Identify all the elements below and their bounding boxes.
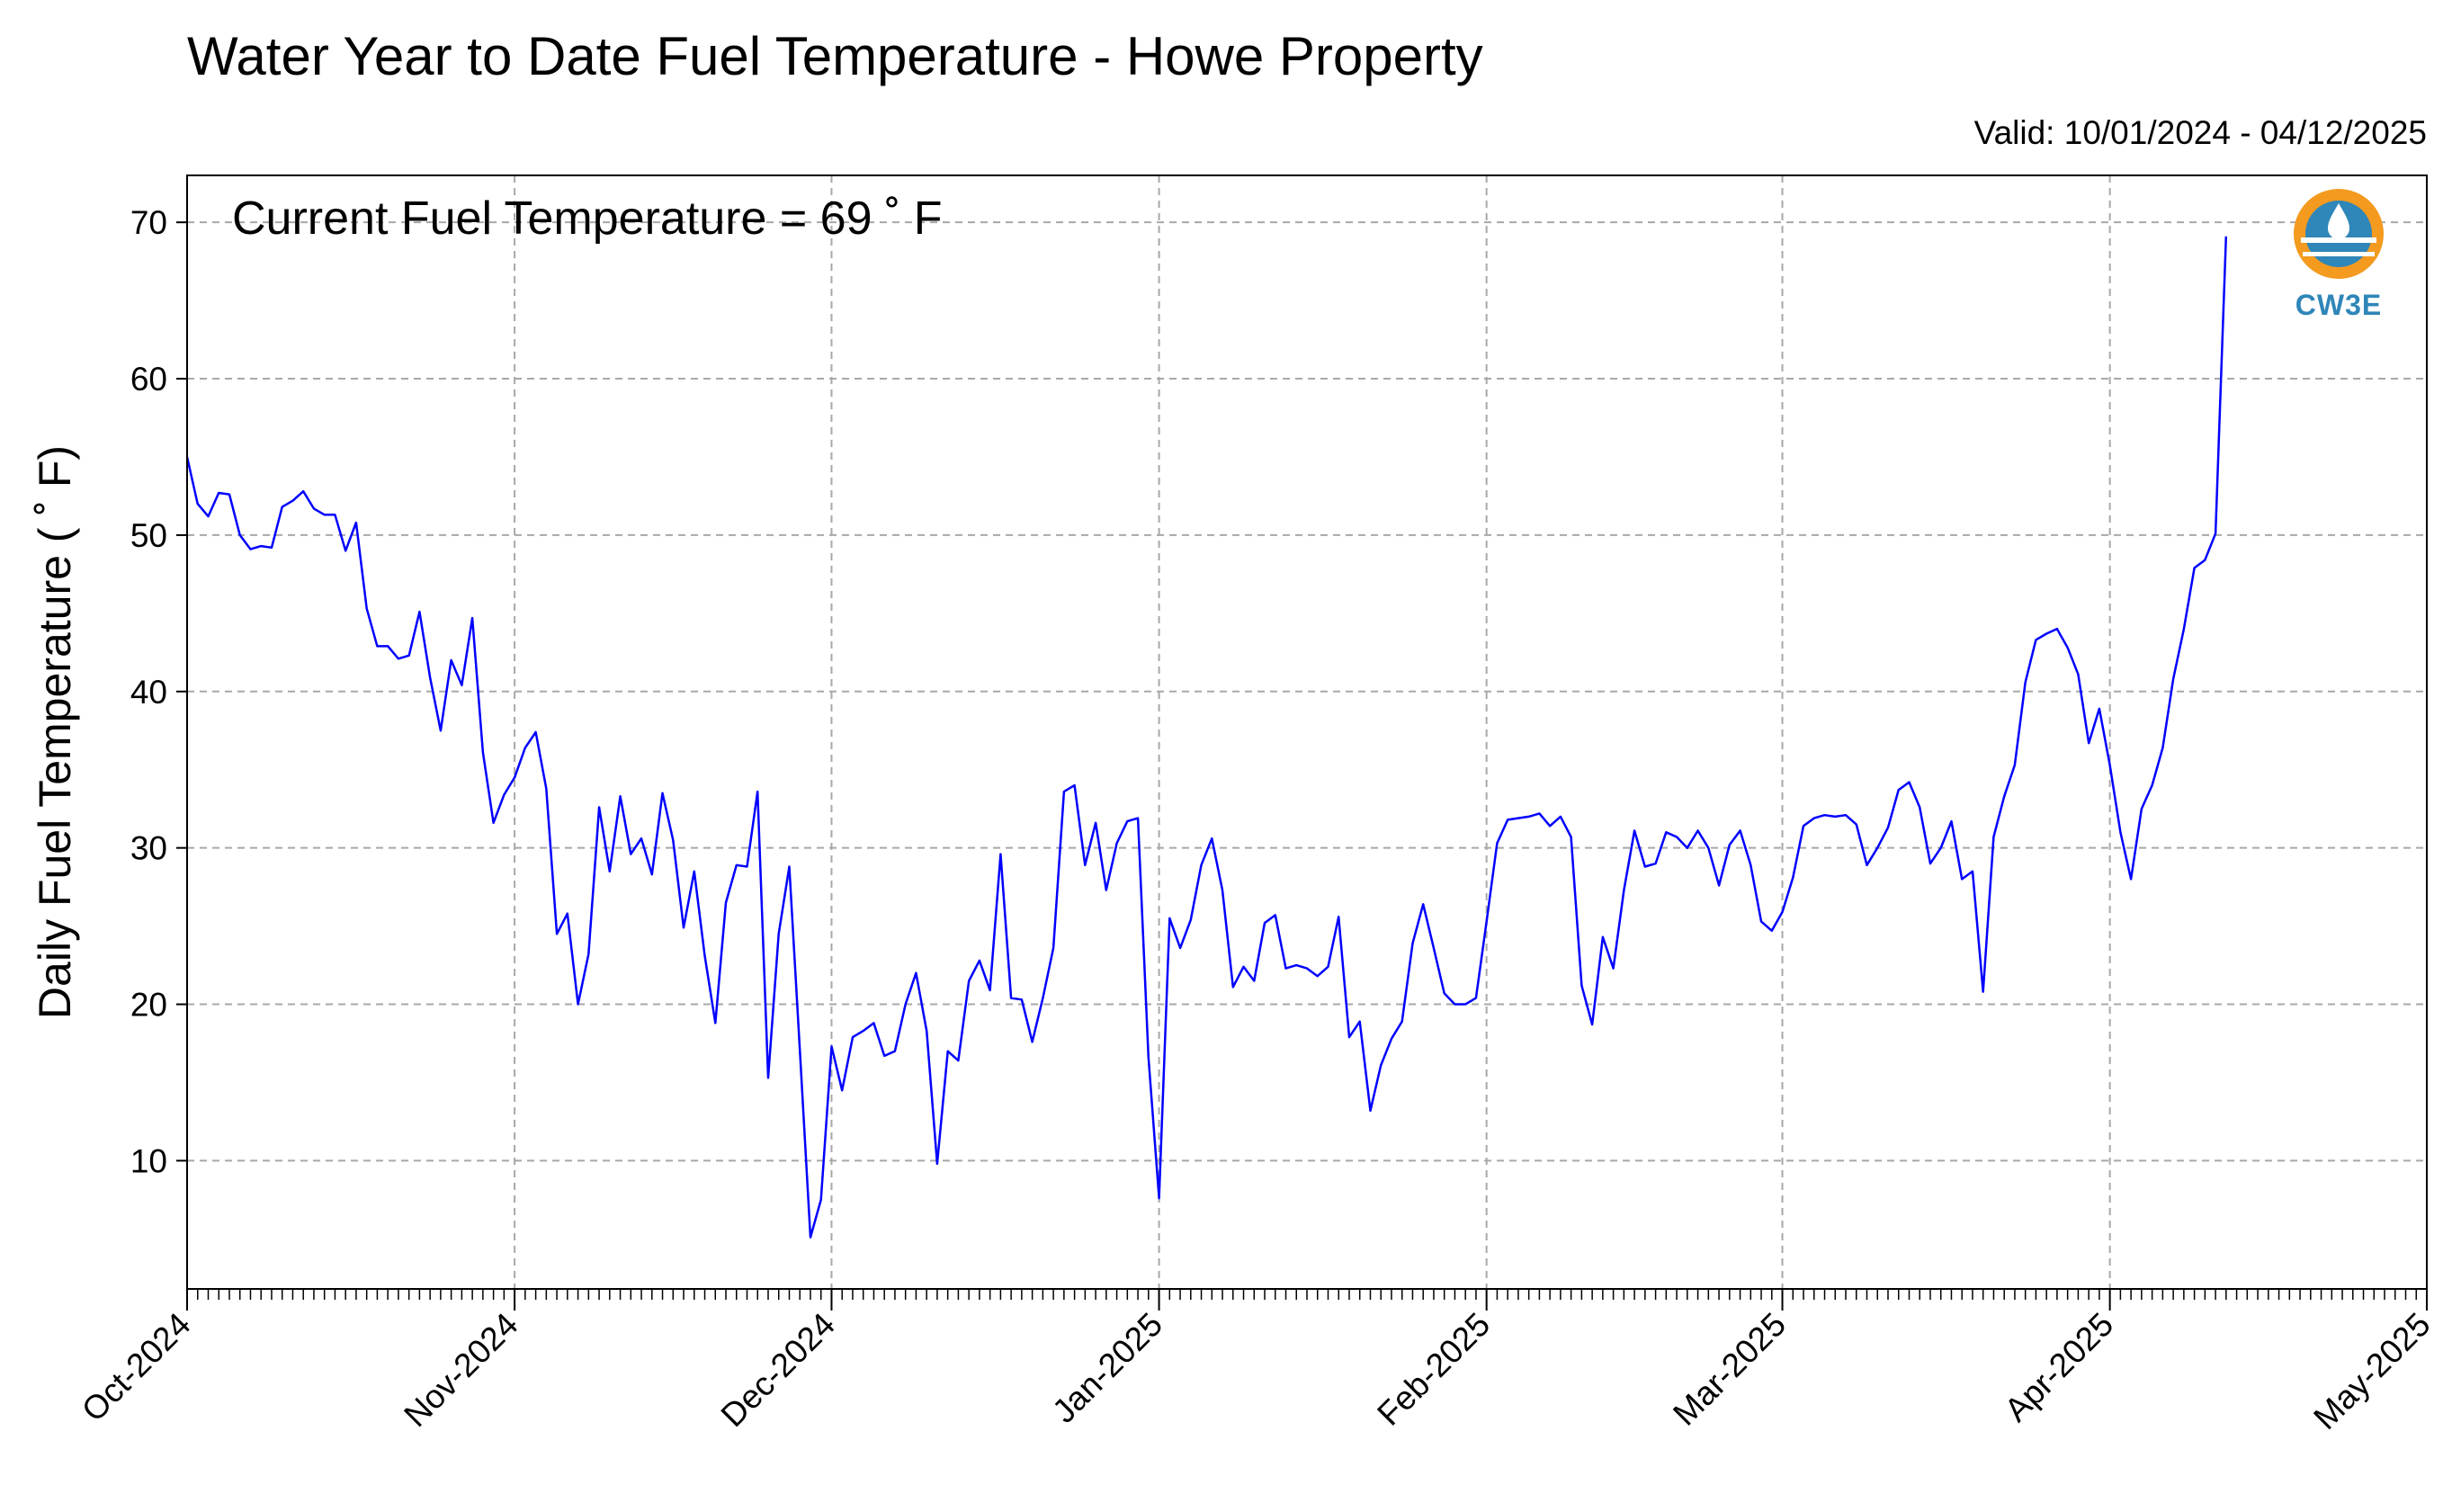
grid-lines	[187, 175, 2427, 1289]
x-tick-label: Mar-2025	[1666, 1306, 1793, 1433]
logo-wave-band-1	[2301, 237, 2376, 243]
series-layer	[185, 236, 2228, 1239]
logo-wave-band-2	[2303, 252, 2375, 256]
x-tick-label: Dec-2024	[714, 1306, 842, 1434]
current-temperature-annotation: Current Fuel Temperature = 69 ˚ F	[232, 192, 943, 245]
axes: 10 20 30 40 50 60 70 Oct-2024 Nov-2024 Dec-2024 Ja…	[75, 204, 2438, 1436]
x-tick-label: Jan-2025	[1045, 1306, 1169, 1430]
x-tick-label: Feb-2025	[1370, 1306, 1497, 1433]
x-tick-label: May-2025	[2306, 1306, 2437, 1436]
y-tick-label: 30	[130, 830, 167, 867]
x-tick-label: Nov-2024	[397, 1306, 524, 1434]
y-tick-label: 20	[130, 987, 167, 1024]
y-tick-label: 50	[130, 517, 167, 554]
valid-range: Valid: 10/01/2024 - 04/12/2025	[1974, 114, 2427, 151]
y-tick-label: 60	[130, 361, 167, 398]
x-tick-label: Oct-2024	[75, 1306, 198, 1429]
y-tick-label: 70	[130, 204, 167, 241]
logo-text: CW3E	[2295, 289, 2382, 321]
x-tick-label: Apr-2025	[1998, 1306, 2121, 1429]
series-line	[185, 236, 2228, 1239]
y-axis-label: Daily Fuel Temperature ( ˚ F)	[30, 445, 80, 1019]
cw3e-logo: CW3E	[2294, 189, 2384, 321]
water-drop-icon	[2328, 203, 2349, 239]
chart-title: Water Year to Date Fuel Temperature - Ho…	[187, 26, 1483, 86]
plot-frame	[186, 174, 2428, 1290]
y-tick-label: 40	[130, 674, 167, 711]
y-tick-label: 10	[130, 1142, 167, 1179]
